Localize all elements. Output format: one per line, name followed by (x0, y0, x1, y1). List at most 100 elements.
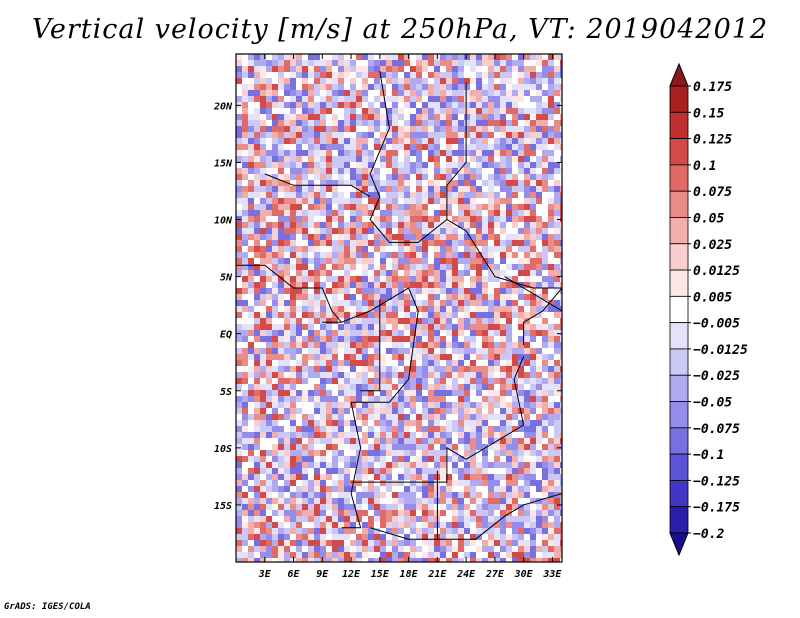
field-cell (302, 252, 308, 258)
field-cell (248, 300, 254, 306)
field-cell (482, 462, 488, 468)
field-cell (416, 354, 422, 360)
field-cell (452, 354, 458, 360)
field-cell (398, 276, 404, 282)
field-cell (248, 228, 254, 234)
field-cell (440, 360, 446, 366)
field-cell (404, 132, 410, 138)
field-cell (446, 78, 452, 84)
field-cell (434, 72, 440, 78)
field-cell (290, 216, 296, 222)
field-cell (410, 492, 416, 498)
field-cell (494, 228, 500, 234)
field-cell (260, 486, 266, 492)
field-cell (356, 240, 362, 246)
field-cell (476, 528, 482, 534)
field-cell (488, 330, 494, 336)
field-cell (284, 96, 290, 102)
field-cell (548, 228, 554, 234)
field-cell (368, 342, 374, 348)
field-cell (464, 432, 470, 438)
field-cell (374, 60, 380, 66)
field-cell (536, 138, 542, 144)
field-cell (356, 54, 362, 60)
field-cell (350, 552, 356, 558)
field-cell (350, 450, 356, 456)
field-cell (398, 66, 404, 72)
field-cell (278, 108, 284, 114)
boundary-line (369, 71, 562, 289)
field-cell (518, 204, 524, 210)
field-cell (392, 504, 398, 510)
field-cell (482, 420, 488, 426)
field-cell (308, 366, 314, 372)
field-cell (386, 468, 392, 474)
field-cell (266, 414, 272, 420)
field-cell (302, 258, 308, 264)
field-cell (308, 408, 314, 414)
field-cell (356, 396, 362, 402)
field-cell (332, 90, 338, 96)
field-cell (446, 522, 452, 528)
field-cell (476, 204, 482, 210)
field-cell (284, 402, 290, 408)
field-cell (458, 372, 464, 378)
field-cell (482, 312, 488, 318)
field-cell (362, 492, 368, 498)
field-cell (338, 120, 344, 126)
field-cell (350, 324, 356, 330)
field-cell (386, 510, 392, 516)
field-cell (458, 456, 464, 462)
field-cell (464, 438, 470, 444)
field-cell (314, 102, 320, 108)
field-cell (446, 504, 452, 510)
field-cell (392, 246, 398, 252)
field-cell (524, 102, 530, 108)
field-cell (410, 468, 416, 474)
field-cell (464, 390, 470, 396)
field-cell (398, 444, 404, 450)
field-cell (428, 150, 434, 156)
field-cell (548, 354, 554, 360)
field-cell (440, 438, 446, 444)
field-cell (536, 486, 542, 492)
field-cell (554, 150, 560, 156)
field-cell (506, 222, 512, 228)
field-cell (344, 150, 350, 156)
field-cell (350, 108, 356, 114)
field-cell (380, 162, 386, 168)
field-cell (350, 402, 356, 408)
field-cell (494, 384, 500, 390)
field-cell (296, 444, 302, 450)
field-cell (386, 456, 392, 462)
field-cell (386, 378, 392, 384)
field-cell (452, 60, 458, 66)
field-cell (494, 66, 500, 72)
field-cell (494, 102, 500, 108)
field-cell (560, 156, 562, 162)
field-cell (452, 78, 458, 84)
field-cell (560, 390, 562, 396)
field-cell (482, 438, 488, 444)
field-cell (494, 126, 500, 132)
field-cell (500, 258, 506, 264)
field-cell (422, 348, 428, 354)
field-cell (272, 150, 278, 156)
field-cell (338, 516, 344, 522)
field-cell (530, 294, 536, 300)
field-cell (386, 150, 392, 156)
field-cell (266, 162, 272, 168)
field-cell (278, 486, 284, 492)
field-cell (266, 558, 272, 562)
field-cell (428, 540, 434, 546)
field-cell (350, 132, 356, 138)
field-cell (470, 522, 476, 528)
field-cell (470, 78, 476, 84)
field-cell (416, 492, 422, 498)
field-cell (248, 282, 254, 288)
field-cell (530, 510, 536, 516)
field-cell (482, 102, 488, 108)
field-cell (452, 174, 458, 180)
field-cell (254, 438, 260, 444)
field-cell (410, 108, 416, 114)
